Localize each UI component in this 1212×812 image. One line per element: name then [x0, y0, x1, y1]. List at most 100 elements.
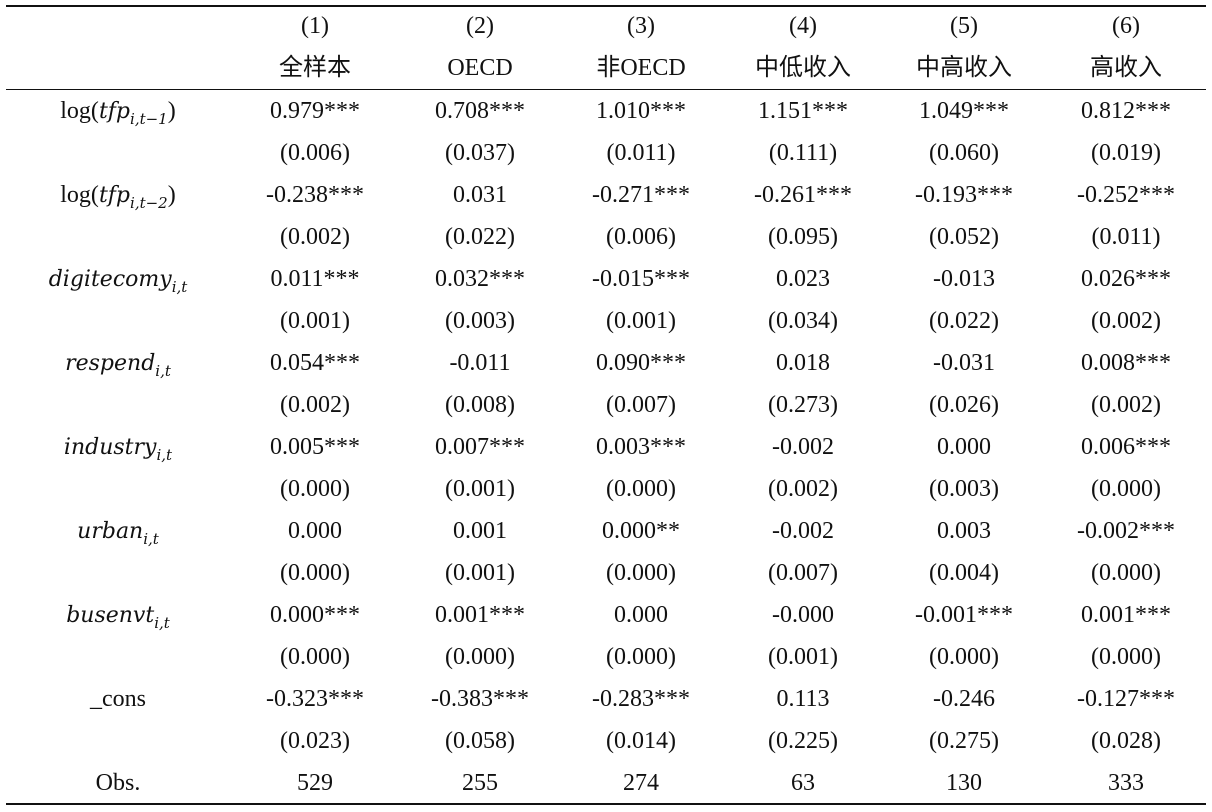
standard-error-cell: (0.028)	[1091, 728, 1161, 754]
coefficient-cell: 0.008***	[1081, 350, 1171, 376]
standard-error-cell: (0.007)	[768, 560, 838, 586]
variable-name: _cons	[90, 686, 146, 712]
coefficient-cell: -0.002	[772, 518, 834, 544]
variable-label: log(tfpi,t−2)	[20, 180, 216, 211]
standard-error-cell: (0.008)	[445, 392, 515, 418]
variable-symbol: urban	[77, 519, 144, 544]
standard-error-cell: (0.023)	[280, 728, 350, 754]
standard-error-cell: (0.004)	[929, 560, 999, 586]
coefficient-cell: 1.151***	[758, 98, 848, 124]
coefficient-cell: 0.006***	[1081, 434, 1171, 460]
standard-error-cell: (0.001)	[768, 644, 838, 670]
standard-error-cell: (0.225)	[768, 728, 838, 754]
variable-subscript: i,t	[155, 362, 171, 380]
standard-error-cell: (0.003)	[445, 308, 515, 334]
variable-symbol: industry	[63, 435, 157, 460]
standard-error-cell: (0.000)	[606, 476, 676, 502]
variable-name: urbani,t	[77, 519, 159, 547]
standard-error-cell: (0.000)	[606, 560, 676, 586]
standard-error-cell: (0.019)	[1091, 140, 1161, 166]
variable-subscript: i,t	[171, 278, 188, 296]
coefficient-cell: -0.000	[772, 602, 834, 628]
coefficient-cell: 0.011***	[270, 266, 360, 292]
function-name: log(	[60, 98, 99, 124]
obs-count-cell: 333	[1108, 770, 1144, 796]
column-number: (1)	[301, 13, 329, 39]
coefficient-cell: 1.010***	[596, 98, 686, 124]
standard-error-cell: (0.000)	[606, 644, 676, 670]
standard-error-cell: (0.037)	[445, 140, 515, 166]
coefficient-cell: 0.090***	[596, 350, 686, 376]
standard-error-cell: (0.002)	[1091, 308, 1161, 334]
coefficient-cell: -0.283***	[592, 686, 690, 712]
standard-error-cell: (0.000)	[280, 644, 350, 670]
column-group-label: 非OECD	[596, 55, 686, 81]
coefficient-cell: 0.708***	[435, 98, 525, 124]
coefficient-cell: 0.032***	[435, 266, 525, 292]
standard-error-cell: (0.001)	[445, 560, 515, 586]
header-rule	[6, 89, 1206, 91]
standard-error-cell: (0.002)	[280, 224, 350, 250]
standard-error-cell: (0.034)	[768, 308, 838, 334]
coefficient-cell: 0.000	[614, 602, 668, 628]
variable-name: log(tfpi,t−1)	[60, 98, 176, 127]
coefficient-cell: 0.001	[453, 518, 507, 544]
obs-label: Obs.	[95, 770, 141, 796]
coefficient-cell: -0.127***	[1077, 686, 1175, 712]
variable-label: _cons	[20, 684, 216, 714]
coefficient-cell: 0.003***	[596, 434, 686, 460]
closing-paren: )	[167, 98, 176, 124]
variable-label: log(tfpi,t−1)	[20, 96, 216, 127]
coefficient-cell: 0.113	[776, 686, 830, 712]
bottom-rule	[6, 803, 1206, 805]
variable-subscript: i,t	[154, 614, 170, 632]
coefficient-cell: 0.018	[776, 350, 830, 376]
variable-label: industryi,t	[20, 432, 216, 463]
standard-error-cell: (0.022)	[929, 308, 999, 334]
coefficient-cell: -0.011	[449, 350, 511, 376]
coefficient-cell: -0.013	[933, 266, 995, 292]
variable-label: respendi,t	[20, 348, 216, 379]
standard-error-cell: (0.007)	[606, 392, 676, 418]
coefficient-cell: -0.383***	[431, 686, 529, 712]
variable-name: digitecomyi,t	[48, 267, 188, 295]
variable-symbol: tfp	[98, 99, 131, 124]
standard-error-cell: (0.000)	[445, 644, 515, 670]
variable-subscript: i,t−2	[130, 194, 168, 212]
coefficient-cell: -0.015***	[592, 266, 690, 292]
variable-symbol: respend	[65, 351, 156, 376]
variable-subscript: i,t	[143, 530, 159, 548]
standard-error-cell: (0.052)	[929, 224, 999, 250]
column-number: (3)	[627, 13, 655, 39]
coefficient-cell: 1.049***	[919, 98, 1009, 124]
standard-error-cell: (0.095)	[768, 224, 838, 250]
coefficient-cell: 0.023	[776, 266, 830, 292]
variable-symbol: busenvt	[66, 603, 155, 628]
standard-error-cell: (0.000)	[1091, 560, 1161, 586]
coefficient-cell: 0.000	[937, 434, 991, 460]
coefficient-cell: 0.003	[937, 518, 991, 544]
coefficient-cell: -0.001***	[915, 602, 1013, 628]
coefficient-cell: 0.000	[288, 518, 342, 544]
column-group-label: 中高收入	[916, 55, 1012, 81]
coefficient-cell: -0.271***	[592, 182, 690, 208]
standard-error-cell: (0.001)	[606, 308, 676, 334]
column-number: (2)	[466, 13, 494, 39]
variable-subscript: i,t	[156, 446, 173, 464]
standard-error-cell: (0.000)	[929, 644, 999, 670]
standard-error-cell: (0.002)	[280, 392, 350, 418]
variable-symbol: digitecomy	[48, 267, 172, 292]
standard-error-cell: (0.275)	[929, 728, 999, 754]
standard-error-cell: (0.001)	[280, 308, 350, 334]
top-rule	[6, 5, 1206, 7]
coefficient-cell: 0.007***	[435, 434, 525, 460]
coefficient-cell: -0.238***	[266, 182, 364, 208]
variable-label: urbani,t	[20, 516, 216, 547]
standard-error-cell: (0.058)	[445, 728, 515, 754]
variable-subscript: i,t−1	[130, 110, 168, 128]
coefficient-cell: -0.002***	[1077, 518, 1175, 544]
coefficient-cell: 0.000**	[602, 518, 680, 544]
standard-error-cell: (0.060)	[929, 140, 999, 166]
standard-error-cell: (0.006)	[606, 224, 676, 250]
standard-error-cell: (0.026)	[929, 392, 999, 418]
